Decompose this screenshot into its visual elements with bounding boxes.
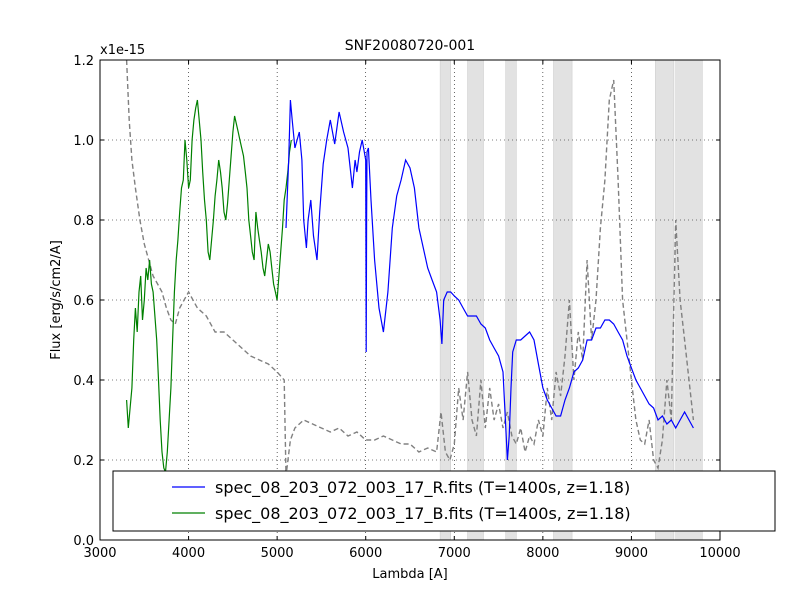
- x-tick-label: 9000: [615, 546, 648, 561]
- y-offset-label: x1e-15: [100, 43, 145, 58]
- x-axis-label: Lambda [A]: [372, 567, 448, 582]
- y-tick-label: 0.4: [73, 374, 94, 389]
- legend-label-2: spec_08_203_072_003_17_B.fits (T=1400s, …: [215, 504, 631, 524]
- telluric-band-2: [467, 59, 484, 541]
- telluric-band-3: [505, 59, 517, 541]
- y-tick-label: 0.8: [73, 214, 94, 229]
- x-tick-label: 8000: [526, 546, 559, 561]
- x-tick-label: 7000: [438, 546, 471, 561]
- x-tick-label: 6000: [349, 546, 382, 561]
- y-tick-label: 0.0: [73, 534, 94, 549]
- y-tick-label: 0.2: [73, 454, 94, 469]
- y-tick-label: 1.2: [73, 54, 94, 69]
- series-line-r-spectrum: [285, 99, 694, 461]
- telluric-band-1: [439, 59, 451, 541]
- series-line-b-spectrum: [126, 99, 292, 473]
- plot-area: 3000 4000 5000 6000 7000 8000 9000 10000 0.0 0.2 0…: [73, 54, 776, 561]
- legend-label-1: spec_08_203_072_003_17_R.fits (T=1400s, …: [215, 478, 630, 498]
- x-tick-label: 4000: [172, 546, 205, 561]
- y-tick-label: 0.6: [73, 294, 94, 309]
- x-tick-label: 3000: [83, 546, 116, 561]
- x-tick-label: 5000: [261, 546, 294, 561]
- legend-box: [112, 470, 776, 532]
- chart-title: SNF20080720-001: [345, 38, 475, 54]
- y-axis-label: Flux [erg/s/cm2/A]: [49, 240, 64, 360]
- y-tick-label: 1.0: [73, 134, 94, 149]
- series-line-reference: [125, 60, 695, 477]
- x-tick-label: 10000: [699, 546, 740, 561]
